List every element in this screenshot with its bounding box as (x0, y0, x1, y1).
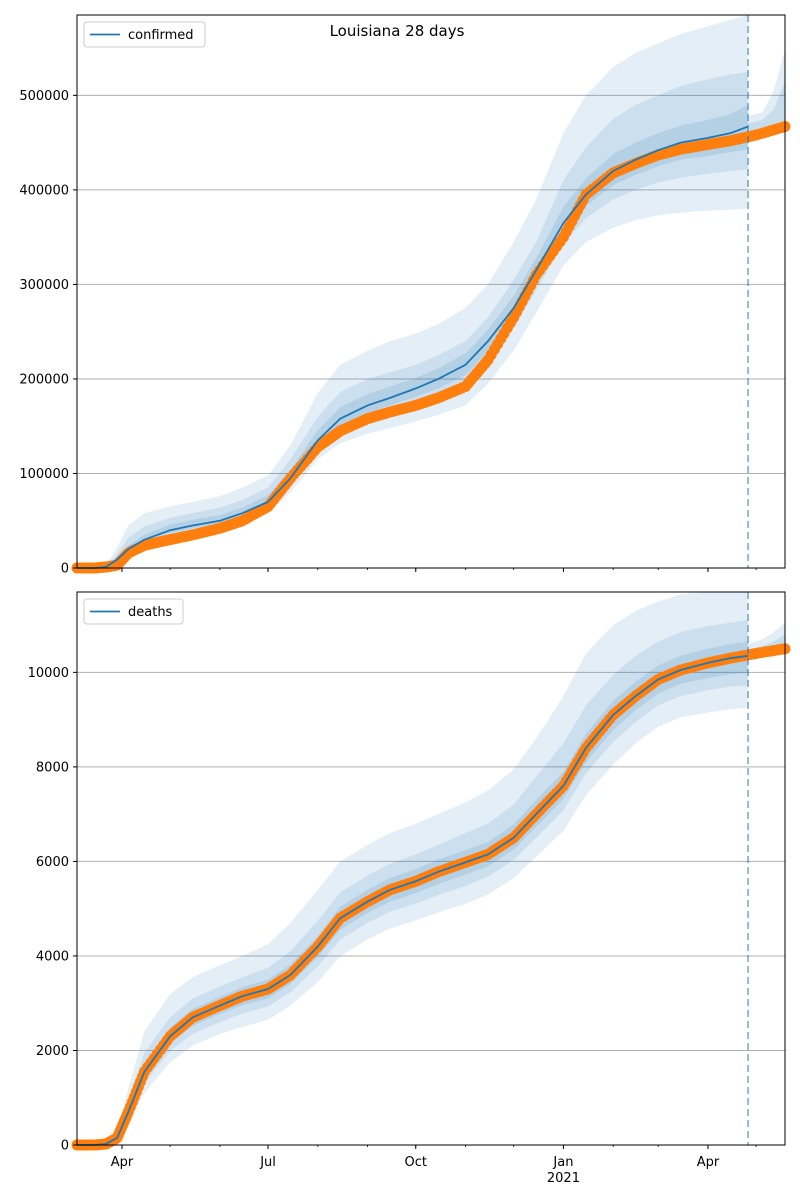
y-tick-label: 0 (61, 562, 69, 577)
x-tick-label: Oct (405, 1155, 427, 1170)
x-tick-label: Apr (111, 1155, 134, 1170)
forecast-band (748, 49, 785, 141)
axes-frame (76, 14, 786, 569)
x-tick-label: Jan (552, 1155, 573, 1170)
legend-label: confirmed (128, 28, 194, 43)
y-tick-label: 4000 (36, 949, 69, 964)
x-tick-label: Apr (697, 1155, 720, 1170)
y-tick-label: 200000 (19, 372, 69, 387)
y-tick-label: 500000 (19, 89, 69, 104)
confirmed-panel: 0 100000 200000 300000 400000 500000 confirmed (19, 14, 791, 577)
y-tick-label: 400000 (19, 183, 69, 198)
x-tick-label: Jul (259, 1155, 276, 1170)
figure-title: Louisiana 28 days (330, 22, 465, 40)
uncertainty-band-inner (77, 641, 749, 1145)
y-tick-label: 10000 (28, 666, 69, 681)
y-tick-label: 100000 (19, 467, 69, 482)
uncertainty-band-outer (77, 15, 749, 568)
deaths-panel: 0 2000 4000 6000 8000 10000 deaths (28, 591, 791, 1154)
legend-label: deaths (128, 605, 173, 620)
y-tick-label: 0 (61, 1139, 69, 1154)
axes-frame (76, 591, 786, 1146)
model-line (77, 125, 749, 569)
legend: confirmed (83, 21, 206, 48)
x-year-label: 2021 (547, 1171, 580, 1186)
y-tick-label: 8000 (36, 760, 69, 775)
observed-series (71, 121, 791, 574)
y-tick-label: 6000 (36, 855, 69, 870)
model-line (77, 654, 749, 1146)
legend-box (83, 598, 184, 625)
y-tick-label: 2000 (36, 1044, 69, 1059)
legend: deaths (83, 598, 184, 625)
uncertainty-band-outer (77, 592, 749, 1145)
x-axis-labels: Apr Jul Oct Jan Apr 2021 (111, 1155, 720, 1186)
legend-box (83, 21, 206, 48)
y-tick-label: 300000 (19, 278, 69, 293)
